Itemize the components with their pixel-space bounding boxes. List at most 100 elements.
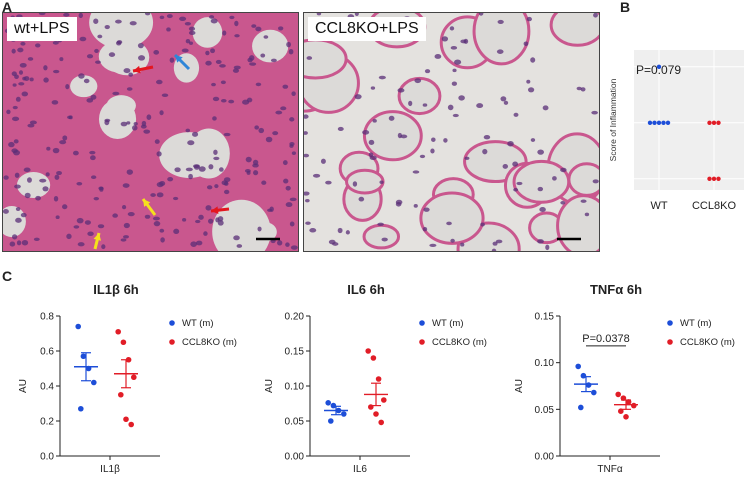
data-point (341, 411, 347, 417)
cell-nucleus (592, 179, 599, 184)
cell-nucleus (196, 240, 203, 246)
cell-nucleus (188, 26, 196, 31)
yellow-arrow (93, 232, 102, 250)
cell-nucleus (255, 82, 262, 87)
cell-nucleus (126, 121, 131, 125)
cell-nucleus (523, 41, 529, 47)
cell-nucleus (244, 169, 251, 173)
cell-nucleus (593, 13, 598, 18)
cell-nucleus (90, 155, 96, 161)
data-point (330, 402, 337, 409)
cell-nucleus (478, 13, 484, 16)
p-value-annotation: P=0.079 (636, 63, 681, 77)
cell-nucleus (182, 218, 187, 222)
cell-nucleus (306, 56, 313, 60)
cell-nucleus (209, 15, 215, 19)
cell-nucleus (46, 146, 51, 151)
y-tick-label: 0.15 (535, 312, 555, 323)
cell-nucleus (537, 149, 544, 155)
cell-nucleus (156, 79, 163, 85)
cell-nucleus (29, 120, 37, 125)
cell-nucleus (495, 239, 503, 244)
cell-nucleus (169, 57, 175, 63)
cell-nucleus (395, 199, 403, 205)
y-tick-label: 0.00 (535, 452, 555, 463)
cell-nucleus (325, 180, 332, 185)
plot-area (634, 50, 744, 190)
cell-nucleus (289, 221, 295, 227)
cell-nucleus (229, 15, 235, 20)
data-point (325, 400, 331, 406)
cell-nucleus (159, 180, 166, 187)
cell-nucleus (291, 151, 297, 155)
alveolar-space (472, 13, 531, 66)
cell-nucleus (527, 87, 535, 93)
cell-nucleus (234, 20, 239, 27)
cell-nucleus (429, 243, 437, 248)
cell-nucleus (11, 148, 18, 153)
cell-nucleus (332, 242, 339, 246)
cell-nucleus (52, 147, 60, 154)
legend-marker (667, 320, 673, 326)
cell-nucleus (98, 186, 104, 191)
cell-nucleus (497, 19, 504, 24)
cell-nucleus (210, 48, 216, 54)
y-tick-label: 0.10 (535, 358, 555, 369)
cell-nucleus (454, 59, 462, 65)
data-point (91, 379, 97, 386)
alveolar-space (106, 95, 136, 117)
cell-nucleus (78, 13, 83, 19)
y-tick-label: 0.2 (40, 417, 54, 428)
cell-nucleus (218, 167, 224, 172)
cell-nucleus (526, 16, 532, 22)
data-point (75, 323, 81, 330)
cell-nucleus (54, 174, 60, 180)
cell-nucleus (116, 40, 122, 46)
cell-nucleus (476, 103, 484, 109)
cell-nucleus (12, 105, 18, 110)
cell-nucleus (352, 181, 358, 187)
cell-nucleus (192, 131, 199, 137)
cell-nucleus (19, 62, 27, 68)
cell-nucleus (370, 86, 376, 90)
cell-nucleus (62, 204, 68, 210)
cell-nucleus (131, 125, 138, 131)
data-point (716, 176, 721, 181)
cell-nucleus (115, 19, 122, 24)
cell-nucleus (8, 141, 15, 148)
cell-nucleus (166, 14, 173, 19)
cell-nucleus (447, 104, 454, 111)
cell-nucleus (77, 242, 85, 247)
cell-nucleus (144, 214, 151, 219)
cell-nucleus (14, 74, 19, 80)
cell-nucleus (213, 156, 220, 161)
cell-nucleus (552, 176, 557, 181)
y-axis-label: AU (514, 379, 525, 393)
data-point (631, 402, 637, 409)
cell-nucleus (224, 189, 230, 195)
data-point (381, 397, 387, 403)
cell-nucleus (34, 43, 41, 48)
cell-nucleus (52, 40, 59, 45)
cell-nucleus (258, 127, 265, 134)
cell-nucleus (152, 216, 160, 221)
cell-nucleus (449, 26, 455, 31)
cell-nucleus (289, 197, 297, 202)
cell-nucleus (185, 167, 193, 172)
cell-nucleus (431, 137, 436, 142)
cell-nucleus (286, 41, 292, 48)
chart-c2: IL6 6h 0.00 0.05 0.10 0.15 0.20 AU IL6 WT (m) CCL… (264, 282, 487, 475)
cell-nucleus (305, 221, 311, 225)
cell-nucleus (208, 164, 214, 170)
cell-nucleus (21, 91, 29, 97)
cell-nucleus (66, 233, 72, 240)
cell-nucleus (141, 120, 147, 127)
alveolar-space (70, 75, 98, 98)
data-point (575, 363, 581, 370)
cell-nucleus (304, 191, 310, 196)
y-tick-label: 0.10 (285, 382, 305, 393)
cell-nucleus (285, 202, 293, 208)
data-point (120, 339, 127, 346)
cell-nucleus (112, 91, 120, 96)
cell-nucleus (93, 18, 99, 24)
